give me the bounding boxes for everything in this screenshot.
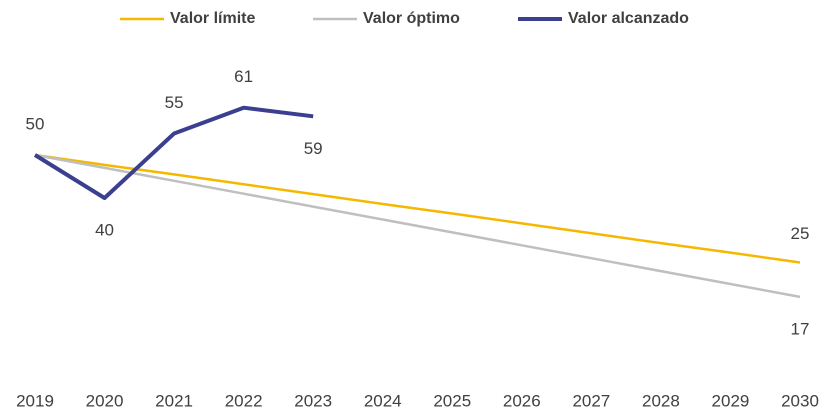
x-tick-label: 2025: [433, 391, 471, 410]
series-line: [34, 153, 801, 264]
series-line: [33, 105, 314, 200]
data-label: 40: [95, 220, 114, 239]
data-label: 50: [26, 114, 45, 133]
legend-label: Valor alcanzado: [568, 10, 689, 27]
legend: Valor límite Valor óptimo Valor alcanzado: [120, 10, 689, 27]
data-label: 55: [165, 93, 184, 112]
legend-label: Valor óptimo: [363, 10, 460, 27]
x-tick-label: 2023: [294, 391, 332, 410]
data-label: 25: [791, 224, 810, 243]
x-tick-label: 2028: [642, 391, 680, 410]
x-tick-label: 2026: [503, 391, 541, 410]
x-tick-label: 2019: [16, 391, 54, 410]
x-tick-label: 2020: [86, 391, 124, 410]
x-tick-label: 2024: [364, 391, 402, 410]
x-tick-label: 2030: [781, 391, 819, 410]
x-tick-label: 2021: [155, 391, 193, 410]
x-tick-label: 2022: [225, 391, 263, 410]
x-tick-label: 2029: [712, 391, 750, 410]
data-label: 59: [304, 139, 323, 158]
legend-label: Valor límite: [170, 10, 255, 27]
data-label: 61: [234, 67, 253, 86]
data-label: 17: [791, 319, 810, 338]
series-line: [34, 153, 801, 299]
x-tick-label: 2027: [572, 391, 610, 410]
